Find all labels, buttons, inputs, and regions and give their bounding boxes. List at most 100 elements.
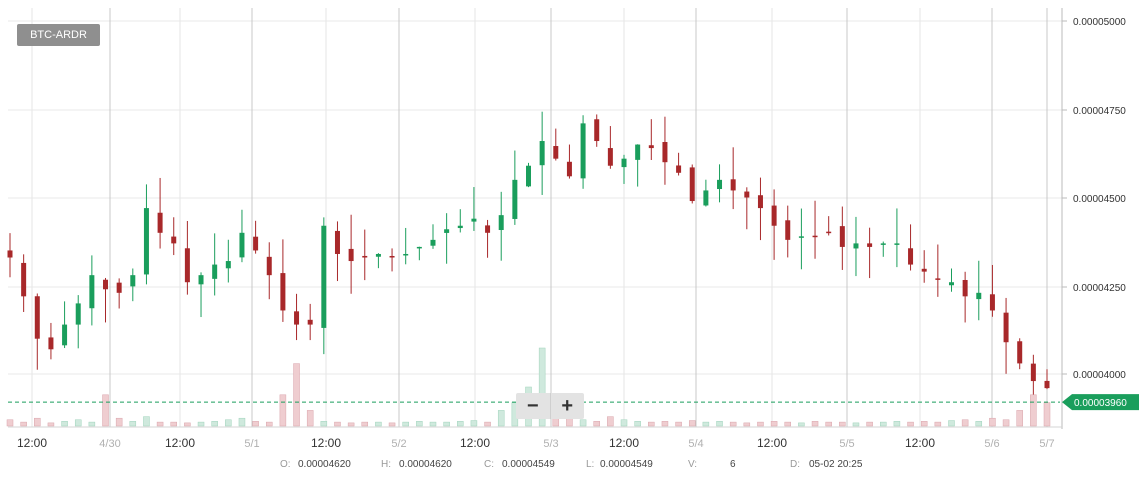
zoom-controls: − +	[516, 393, 584, 419]
y-tick-label: 0.00004750	[1073, 106, 1126, 117]
candle-body	[757, 195, 763, 209]
x-tick-label: 5/6	[984, 438, 999, 450]
volume-bar	[566, 417, 573, 427]
volume-bar	[948, 420, 955, 427]
y-tick-label: 0.00004250	[1073, 283, 1126, 294]
x-tick-label: 5/7	[1039, 438, 1054, 450]
candle-body	[962, 279, 968, 297]
volume-bar	[675, 421, 682, 427]
candle-body	[948, 282, 954, 286]
volume-bar	[893, 421, 901, 427]
volume-bar	[20, 421, 27, 427]
volume-bar	[729, 421, 737, 427]
candle-body	[321, 225, 327, 328]
volume-bar	[197, 421, 205, 427]
candle-body	[1044, 380, 1050, 389]
zoom-in-button[interactable]: +	[549, 393, 585, 419]
candle-body	[334, 230, 340, 254]
candle-body	[212, 264, 218, 279]
volume-bar	[811, 421, 819, 427]
volume-bar	[961, 419, 969, 427]
volume-bar	[429, 421, 437, 427]
candle-body	[34, 296, 40, 339]
candle-body	[880, 243, 886, 245]
volume-bar	[279, 394, 287, 427]
candle-body	[908, 248, 914, 265]
volume-bar	[34, 417, 41, 427]
volume-bar	[798, 422, 805, 427]
volume-bar	[497, 410, 505, 427]
candle-body	[143, 208, 149, 275]
volume-bar	[825, 421, 832, 427]
volume-bar	[770, 421, 778, 427]
x-tick-label: 12:00	[311, 436, 341, 450]
volume-bar	[334, 421, 341, 427]
volume-bar	[402, 421, 409, 427]
candle-body	[867, 243, 873, 247]
volume-bar	[443, 421, 450, 427]
volume-bar	[74, 419, 82, 427]
candle-body	[389, 255, 395, 258]
candle-body	[48, 337, 54, 350]
candle-body	[130, 275, 136, 287]
candle-body	[444, 229, 450, 233]
x-tick-label: 12:00	[165, 436, 195, 450]
x-tick-label: 5/4	[688, 438, 703, 450]
volume-bar	[306, 410, 314, 427]
volume-bar	[1002, 419, 1010, 427]
low-key: L:	[586, 459, 595, 470]
pair-badge[interactable]: BTC-ARDR	[17, 24, 100, 46]
volume-bar	[743, 422, 751, 427]
close-key: C:	[484, 459, 494, 470]
volume-value: 6	[730, 459, 736, 470]
candle-body	[744, 191, 750, 198]
volume-bar	[579, 419, 587, 427]
volume-bar	[457, 421, 464, 427]
volume-bar	[102, 394, 109, 427]
x-tick-label: 5/5	[839, 438, 854, 450]
candle-body	[621, 158, 627, 168]
candle-body	[280, 273, 286, 311]
volume-bar	[620, 419, 628, 427]
candle-body	[853, 243, 859, 249]
volume-bar	[757, 421, 764, 427]
candle-body	[580, 123, 586, 179]
volume-bar	[484, 421, 491, 427]
volume-bar	[266, 421, 273, 427]
candle-body	[839, 226, 845, 247]
volume-bar	[1043, 402, 1051, 427]
volume-bar	[238, 417, 246, 427]
volume-bar	[388, 422, 396, 427]
volume-bar	[375, 421, 382, 427]
candle-body	[1017, 341, 1023, 364]
volume-bar	[143, 416, 150, 427]
volume-bar	[320, 421, 328, 427]
zoom-out-button[interactable]: −	[526, 395, 539, 417]
volume-bar	[129, 421, 137, 427]
candle-body	[648, 145, 654, 149]
candle-body	[526, 165, 531, 187]
volume-key: V:	[688, 459, 698, 470]
current-price-tag	[1062, 394, 1139, 411]
candle-body	[294, 311, 300, 325]
volume-bar	[1016, 410, 1023, 427]
y-tick-label: 0.00005000	[1073, 17, 1126, 28]
candle-body	[62, 324, 68, 346]
volume-bar	[61, 421, 68, 427]
candle-body	[812, 235, 818, 238]
volume-bar	[416, 421, 423, 427]
candle-body	[7, 250, 13, 258]
candle-body	[89, 275, 95, 309]
candle-body	[676, 165, 682, 173]
candle-body	[198, 275, 204, 285]
candle-body	[103, 279, 109, 290]
candle-body	[703, 190, 709, 206]
candle-body	[498, 215, 504, 231]
high-key: H:	[381, 459, 391, 470]
volume-bar	[839, 421, 846, 427]
volume-bar	[648, 421, 655, 427]
candle-body	[485, 225, 491, 233]
high-value: 0.00004620	[399, 459, 452, 470]
